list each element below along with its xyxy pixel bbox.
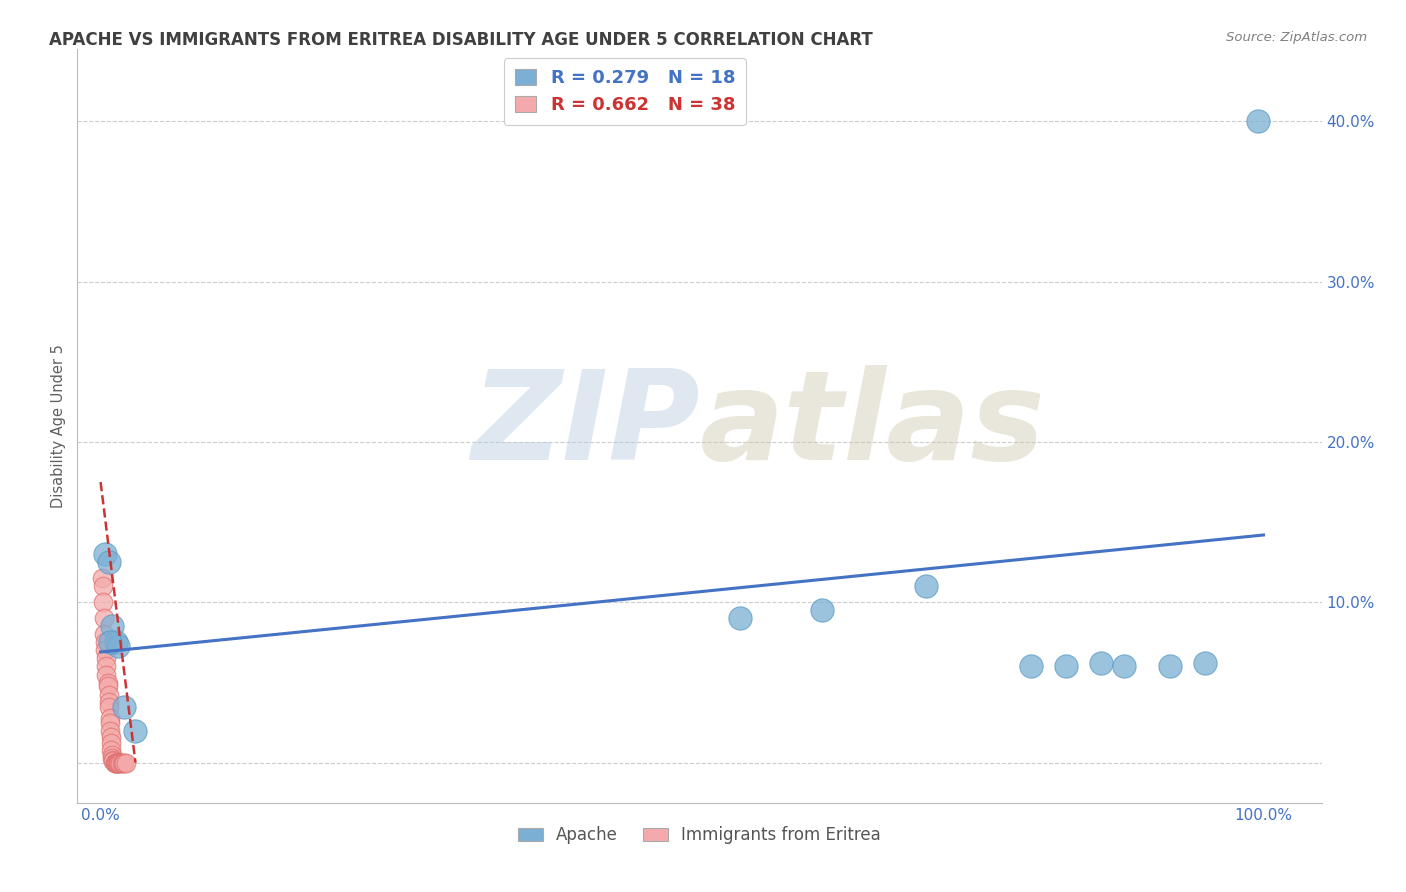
Point bbox=[91, 595, 114, 609]
Point bbox=[96, 651, 118, 665]
Point bbox=[103, 756, 125, 770]
Point bbox=[103, 754, 125, 768]
Point bbox=[97, 699, 120, 714]
Point bbox=[93, 611, 115, 625]
Text: Source: ZipAtlas.com: Source: ZipAtlas.com bbox=[1226, 31, 1367, 45]
Point bbox=[103, 752, 125, 766]
Point bbox=[1054, 659, 1077, 673]
Point bbox=[1112, 659, 1135, 673]
Point bbox=[97, 689, 120, 703]
Point bbox=[1090, 657, 1112, 671]
Point bbox=[107, 756, 129, 770]
Point bbox=[97, 695, 120, 709]
Point bbox=[728, 611, 751, 625]
Point bbox=[97, 555, 120, 569]
Text: ZIP: ZIP bbox=[471, 366, 700, 486]
Point bbox=[93, 627, 115, 641]
Point bbox=[105, 756, 128, 770]
Point bbox=[101, 751, 124, 765]
Point bbox=[94, 547, 117, 561]
Point bbox=[112, 756, 135, 770]
Point bbox=[96, 667, 118, 681]
Point bbox=[94, 643, 117, 657]
Point bbox=[1019, 659, 1042, 673]
Point bbox=[110, 756, 132, 770]
Text: APACHE VS IMMIGRANTS FROM ERITREA DISABILITY AGE UNDER 5 CORRELATION CHART: APACHE VS IMMIGRANTS FROM ERITREA DISABI… bbox=[49, 31, 873, 49]
Point bbox=[1194, 657, 1216, 671]
Point bbox=[104, 635, 127, 649]
Point bbox=[94, 635, 117, 649]
Point bbox=[810, 603, 832, 617]
Point bbox=[100, 736, 122, 750]
Text: atlas: atlas bbox=[700, 366, 1045, 486]
Point bbox=[107, 756, 129, 770]
Point bbox=[100, 743, 122, 757]
Point bbox=[100, 730, 122, 744]
Point bbox=[90, 571, 112, 585]
Point bbox=[101, 747, 124, 762]
Point bbox=[110, 756, 132, 770]
Point bbox=[124, 723, 146, 738]
Point bbox=[103, 756, 125, 770]
Point bbox=[97, 679, 120, 693]
Y-axis label: Disability Age Under 5: Disability Age Under 5 bbox=[51, 344, 66, 508]
Point bbox=[111, 756, 134, 770]
Point bbox=[915, 579, 938, 593]
Point bbox=[1247, 114, 1270, 128]
Point bbox=[104, 756, 127, 770]
Point bbox=[91, 579, 114, 593]
Point bbox=[96, 659, 118, 673]
Point bbox=[108, 756, 131, 770]
Point bbox=[104, 756, 127, 770]
Legend: Apache, Immigrants from Eritrea: Apache, Immigrants from Eritrea bbox=[512, 820, 887, 851]
Point bbox=[98, 711, 121, 725]
Point bbox=[115, 756, 138, 770]
Point bbox=[107, 639, 129, 653]
Point bbox=[101, 619, 124, 633]
Point bbox=[98, 635, 121, 649]
Point bbox=[112, 699, 135, 714]
Point bbox=[98, 723, 121, 738]
Point bbox=[1159, 659, 1181, 673]
Point bbox=[97, 675, 120, 690]
Point bbox=[98, 715, 121, 730]
